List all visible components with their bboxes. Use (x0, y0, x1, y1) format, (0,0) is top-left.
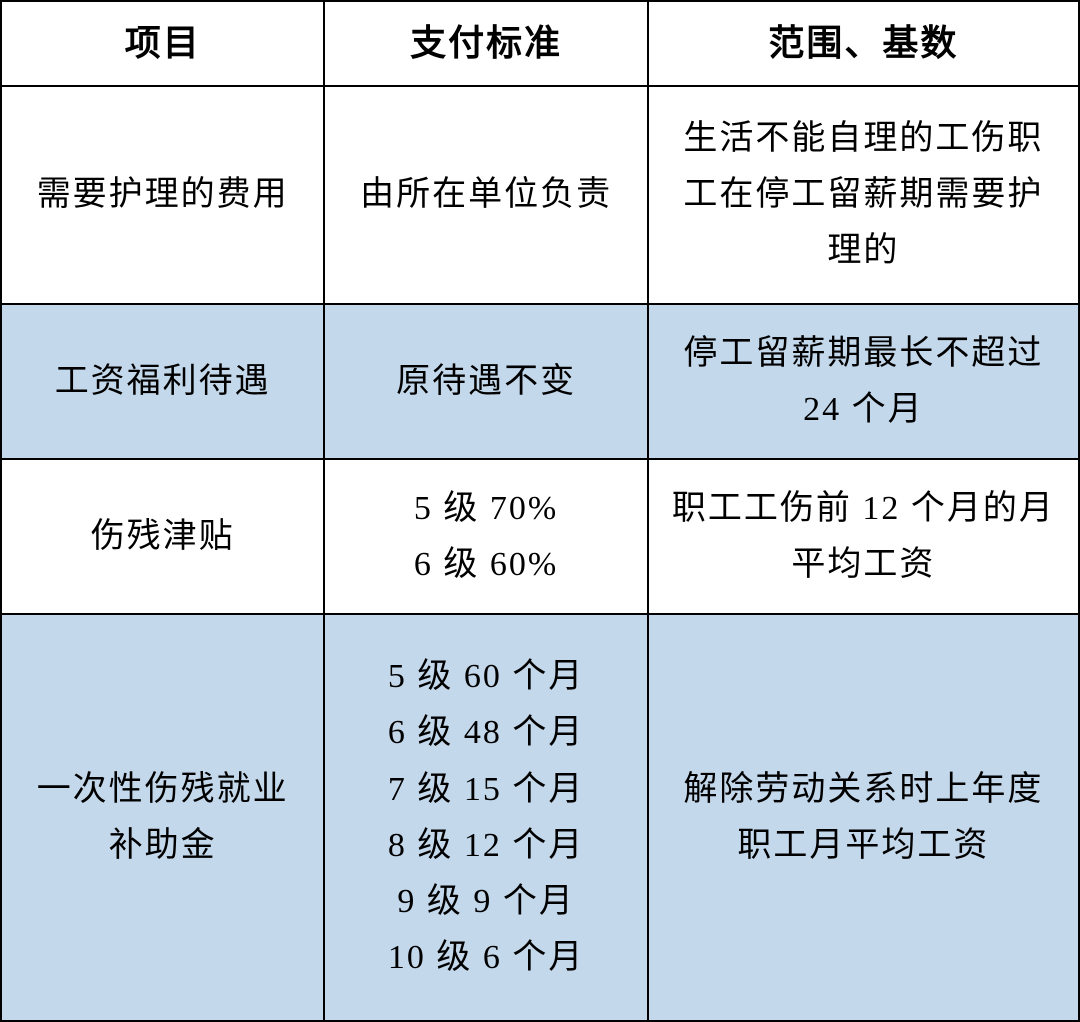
header-item: 项目 (1, 1, 324, 86)
cell-item: 一次性伤残就业补助金 (1, 614, 324, 1021)
cell-item: 伤残津贴 (1, 459, 324, 614)
table-header-row: 项目 支付标准 范围、基数 (1, 1, 1079, 86)
cell-standard: 5 级 70% 6 级 60% (324, 459, 647, 614)
header-standard: 支付标准 (324, 1, 647, 86)
cell-standard: 由所在单位负责 (324, 86, 647, 304)
compensation-table: 项目 支付标准 范围、基数 需要护理的费用 由所在单位负责 生活不能自理的工伤职… (0, 0, 1080, 1022)
cell-scope: 生活不能自理的工伤职工在停工留薪期需要护理的 (648, 86, 1079, 304)
table-row: 需要护理的费用 由所在单位负责 生活不能自理的工伤职工在停工留薪期需要护理的 (1, 86, 1079, 304)
cell-item: 需要护理的费用 (1, 86, 324, 304)
table-row: 一次性伤残就业补助金 5 级 60 个月 6 级 48 个月 7 级 15 个月… (1, 614, 1079, 1021)
cell-scope: 停工留薪期最长不超过 24 个月 (648, 304, 1079, 459)
cell-standard: 原待遇不变 (324, 304, 647, 459)
cell-scope: 职工工伤前 12 个月的月平均工资 (648, 459, 1079, 614)
cell-item: 工资福利待遇 (1, 304, 324, 459)
compensation-table-container: 项目 支付标准 范围、基数 需要护理的费用 由所在单位负责 生活不能自理的工伤职… (0, 0, 1080, 1022)
cell-standard: 5 级 60 个月 6 级 48 个月 7 级 15 个月 8 级 12 个月 … (324, 614, 647, 1021)
header-scope: 范围、基数 (648, 1, 1079, 86)
cell-scope: 解除劳动关系时上年度职工月平均工资 (648, 614, 1079, 1021)
table-row: 伤残津贴 5 级 70% 6 级 60% 职工工伤前 12 个月的月平均工资 (1, 459, 1079, 614)
table-row: 工资福利待遇 原待遇不变 停工留薪期最长不超过 24 个月 (1, 304, 1079, 459)
